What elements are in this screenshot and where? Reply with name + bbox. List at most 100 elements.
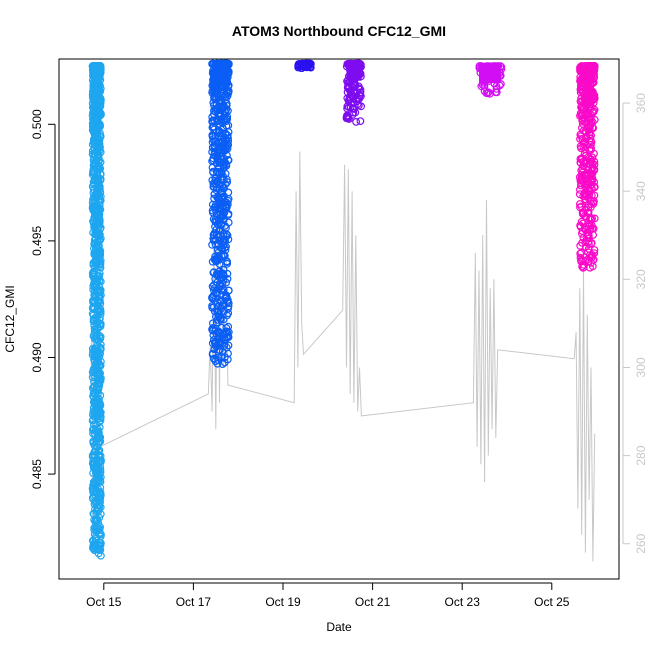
data-point [91,112,100,121]
data-point [214,312,223,321]
y-tick-label: 0.500 [30,109,44,139]
data-point [344,81,353,90]
x-tick-label: Oct 19 [265,595,301,609]
data-point [580,224,589,232]
data-point [587,87,596,96]
data-point [94,165,103,174]
data-point [93,443,102,452]
data-point [588,123,597,132]
plot-frame [58,58,620,580]
data-point [88,384,97,393]
data-point [90,215,98,224]
data-point [214,117,223,125]
data-point [95,277,104,286]
data-point [210,92,219,100]
data-point [213,245,222,254]
data-point [208,324,217,332]
data-point [223,332,232,341]
data-point [590,214,599,223]
data-point [215,180,224,189]
data-point [96,343,105,352]
data-point [89,206,98,215]
data-point [216,155,225,164]
data-point [210,190,219,199]
data-point [586,160,595,169]
data-point [222,117,231,125]
data-point [480,87,489,96]
data-point [577,178,585,187]
data-point [587,196,595,205]
data-point [578,116,587,125]
data-point [590,115,599,124]
data-point [89,166,98,175]
data-point [92,525,101,534]
data-point [577,217,586,226]
data-point [222,257,231,266]
data-point [576,203,584,212]
data-point [208,132,217,141]
data-point [589,108,597,117]
data-point [214,340,223,348]
data-point [96,551,105,560]
data-point [581,145,589,154]
data-point [216,297,225,305]
data-point [580,150,589,158]
data-point [581,183,590,192]
data-point [223,297,232,306]
data-point [92,95,101,104]
data-point [89,424,98,433]
data-point [346,91,355,99]
data-point-cluster-core [346,60,362,81]
data-point [223,355,232,364]
data-point [96,322,105,331]
secondary-series-layer [90,147,596,562]
data-point [214,356,222,364]
data-point [89,398,98,407]
data-point [89,178,98,187]
data-point [93,249,102,257]
data-point [584,244,593,253]
data-point [210,150,219,159]
data-point [223,259,232,268]
data-point [94,136,103,145]
data-point [222,175,231,184]
data-point [91,96,100,105]
data-point [583,231,591,240]
data-point [576,222,585,231]
data-point [220,103,229,112]
data-point [96,122,104,130]
data-point [222,101,231,110]
data-point [95,87,104,95]
data-point [217,85,226,94]
y2-tick-label: 260 [634,533,648,553]
data-point [222,324,231,332]
data-point [587,253,596,262]
data-point [355,94,364,103]
data-point [96,288,105,296]
data-point [89,180,98,189]
data-point [578,106,587,114]
data-point [346,95,355,104]
data-point [210,354,219,363]
data-point-cluster-core [212,60,229,81]
data-point [93,431,102,440]
data-point [214,127,223,136]
data-point [577,256,585,265]
data-point [91,239,99,248]
data-point [96,256,105,265]
x-tick-label: Oct 23 [445,595,481,609]
data-point [224,328,233,337]
data-point [581,92,590,101]
data-point-cluster-core [479,63,502,83]
data-point [90,198,99,207]
data-point [484,88,493,97]
data-point [89,426,97,434]
y-axis-label: CFC12_GMI [3,285,17,352]
data-point [95,282,103,291]
data-point [209,122,218,131]
data-point [582,236,591,245]
data-point [580,138,588,147]
data-point [221,237,230,246]
y-tick-label: 0.490 [30,342,44,372]
